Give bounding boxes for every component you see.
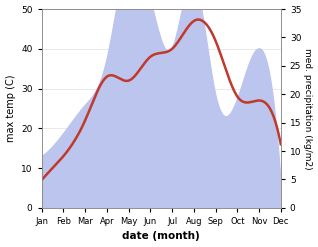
Y-axis label: med. precipitation (kg/m2): med. precipitation (kg/m2) — [303, 48, 313, 169]
X-axis label: date (month): date (month) — [122, 231, 200, 242]
Y-axis label: max temp (C): max temp (C) — [5, 75, 16, 142]
